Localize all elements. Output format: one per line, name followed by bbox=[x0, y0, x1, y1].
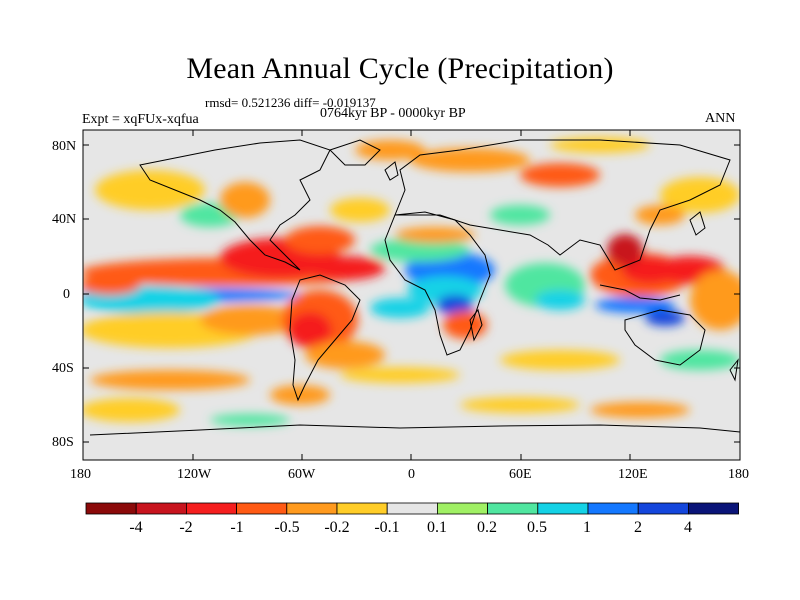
colorbar-label: -2 bbox=[179, 519, 193, 536]
colorbar-label: 0.1 bbox=[427, 519, 447, 536]
period-label: 0764kyr BP - 0000kyr BP bbox=[320, 106, 466, 121]
field-patch bbox=[660, 350, 740, 370]
greenland-outline bbox=[329, 139, 381, 166]
field-patch bbox=[83, 275, 140, 295]
colorbar-swatch bbox=[386, 502, 438, 515]
japan-outline bbox=[689, 211, 706, 236]
field-patch bbox=[550, 137, 650, 153]
colorbar-label: 0.5 bbox=[527, 519, 547, 536]
lat-tick-marks bbox=[83, 144, 740, 443]
field-patch bbox=[340, 367, 460, 383]
colorbar-swatch bbox=[236, 502, 288, 515]
field-patch bbox=[535, 290, 585, 310]
lat-label: 0 bbox=[63, 287, 70, 302]
maritime-continent-outline bbox=[599, 284, 681, 301]
colorbar-label: 0.2 bbox=[477, 519, 497, 536]
experiment-label: Expt = xqFUx-xqfua bbox=[82, 112, 199, 127]
lat-label: 80S bbox=[52, 435, 74, 450]
field-patch bbox=[635, 205, 685, 225]
colorbar-label: -4 bbox=[129, 519, 143, 536]
field-patch bbox=[437, 295, 473, 315]
colorbar-label: 1 bbox=[583, 519, 591, 536]
colorbar-label: -0.2 bbox=[324, 519, 350, 536]
field-patch bbox=[443, 311, 487, 339]
field-patch bbox=[355, 140, 425, 160]
uk-outline bbox=[384, 161, 399, 181]
colorbar-swatch bbox=[436, 502, 488, 515]
field-patch bbox=[305, 256, 385, 280]
field-patch bbox=[690, 270, 740, 330]
field-patch bbox=[200, 305, 300, 335]
south-america-outline bbox=[289, 274, 361, 402]
lon-label: 0 bbox=[408, 467, 415, 482]
colorbar-swatch bbox=[135, 502, 187, 515]
new-zealand-outline bbox=[729, 358, 739, 382]
field-patch bbox=[595, 297, 675, 313]
lon-tick-marks bbox=[82, 130, 741, 460]
field-patch bbox=[305, 341, 385, 369]
eurasia-outline bbox=[394, 139, 731, 271]
field-patch bbox=[410, 148, 530, 172]
lon-label: 180 bbox=[728, 467, 749, 482]
field-patch bbox=[590, 402, 690, 418]
colorbar-swatch bbox=[85, 502, 137, 515]
lat-label: 40N bbox=[52, 212, 77, 227]
field-patch bbox=[500, 350, 620, 370]
colorbar-swatch bbox=[185, 502, 237, 515]
lat-label: 40S bbox=[52, 361, 74, 376]
field-patch bbox=[90, 370, 250, 390]
colorbar-label: 2 bbox=[634, 519, 642, 536]
field-patch bbox=[607, 234, 643, 266]
lon-label: 180 bbox=[70, 467, 91, 482]
field-patch bbox=[490, 205, 550, 225]
field-patch bbox=[330, 198, 390, 222]
field-patch bbox=[520, 163, 600, 187]
australia-outline bbox=[624, 309, 706, 366]
field-patch bbox=[288, 312, 332, 348]
colorbar-swatch bbox=[587, 502, 639, 515]
colorbar-swatch bbox=[336, 502, 388, 515]
page-title: Mean Annual Cycle (Precipitation) bbox=[186, 52, 614, 85]
field-patch bbox=[95, 170, 205, 210]
field-patch bbox=[645, 310, 685, 326]
field-patch bbox=[460, 397, 580, 413]
coastlines bbox=[89, 139, 740, 436]
colorbar-label: -1 bbox=[230, 519, 244, 536]
colorbar-swatch bbox=[286, 502, 338, 515]
field-patch bbox=[395, 227, 475, 243]
colorbar-swatch bbox=[637, 502, 689, 515]
lat-label: 80N bbox=[52, 139, 77, 154]
field-patch bbox=[370, 238, 470, 262]
colorbar-swatch bbox=[537, 502, 589, 515]
colorbar bbox=[85, 502, 740, 515]
field-patch bbox=[285, 226, 355, 254]
north-america-outline bbox=[139, 139, 331, 271]
colorbar-label: -0.5 bbox=[274, 519, 300, 536]
field-patch bbox=[83, 398, 180, 422]
lon-label: 60E bbox=[509, 467, 532, 482]
field-patch bbox=[370, 298, 430, 318]
lon-label: 120E bbox=[618, 467, 648, 482]
antarctica-outline bbox=[89, 424, 740, 436]
lon-label: 120W bbox=[177, 467, 212, 482]
colorbar-swatch bbox=[688, 502, 740, 515]
stats-line: rmsd= 0.521236 diff= -0.019137 bbox=[205, 95, 376, 110]
africa-outline bbox=[384, 211, 491, 356]
madagascar-outline bbox=[469, 308, 483, 342]
field-patch bbox=[210, 414, 290, 426]
precip-fields bbox=[83, 137, 740, 426]
field-patch bbox=[220, 182, 270, 218]
colorbar-label: -0.1 bbox=[374, 519, 400, 536]
season-label: ANN bbox=[705, 111, 736, 126]
lon-label: 60W bbox=[288, 467, 316, 482]
colorbar-label: 4 bbox=[684, 519, 692, 536]
colorbar-swatch bbox=[487, 502, 539, 515]
